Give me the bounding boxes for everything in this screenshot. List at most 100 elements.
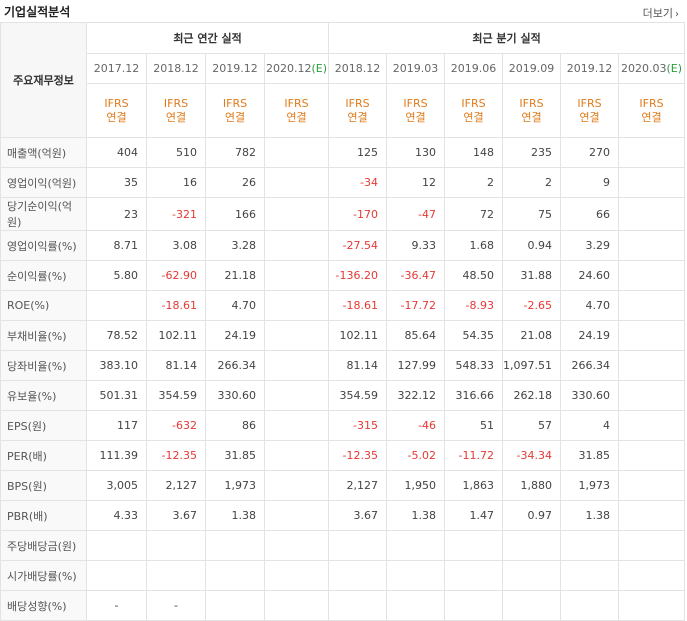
- table-cell: [502, 590, 562, 621]
- table-cell: 2,127: [146, 470, 206, 501]
- table-cell: 78.52: [86, 320, 147, 351]
- basis-label: 연결: [224, 110, 246, 124]
- column-date: 2019.09: [508, 62, 555, 75]
- column-ifrs-header: IFRS 연결: [560, 83, 620, 138]
- table-cell: [618, 197, 686, 231]
- table-cell: 235: [502, 137, 562, 168]
- table-cell: 270: [560, 137, 620, 168]
- table-cell: [205, 590, 265, 621]
- table-cell: [560, 530, 620, 561]
- table-cell: 3.67: [328, 500, 388, 531]
- table-body: 매출액(억원) 404 510 782 125 130 148 235 270 영업이익(억원) 3…: [0, 137, 686, 621]
- table-cell: 86: [205, 410, 265, 441]
- column-date: 2018.12: [334, 62, 381, 75]
- table-cell: -: [146, 590, 206, 621]
- table-cell: 266.34: [560, 350, 620, 381]
- table-cell: 9: [560, 167, 620, 198]
- table-cell: 16: [146, 167, 206, 198]
- table-cell: [618, 320, 686, 351]
- more-label: 더보기: [642, 7, 673, 20]
- column-date: 2018.12: [153, 62, 199, 75]
- table-cell: [618, 500, 686, 531]
- row-label: ROE(%): [0, 290, 87, 321]
- table-cell: 117: [86, 410, 147, 441]
- table-cell: [618, 260, 686, 291]
- column-ifrs-header: IFRS 연결: [618, 83, 686, 138]
- table-cell: [618, 530, 686, 561]
- table-cell: 1,973: [205, 470, 265, 501]
- table-cell: 4.33: [86, 500, 147, 531]
- row-label: BPS(원): [0, 470, 87, 501]
- table-cell: 81.14: [146, 350, 206, 381]
- table-cell: 21.18: [205, 260, 265, 291]
- column-date-header: 2019.12: [205, 53, 265, 84]
- column-ifrs-header: IFRS 연결: [263, 83, 330, 138]
- table-cell: 31.85: [560, 440, 620, 471]
- table-cell: [263, 167, 330, 198]
- table-cell: [618, 167, 686, 198]
- basis-label: 연결: [165, 110, 187, 124]
- table-cell: 31.88: [502, 260, 562, 291]
- table-cell: -2.65: [502, 290, 562, 321]
- row-label: PBR(배): [0, 500, 87, 531]
- row-label: EPS(원): [0, 410, 87, 441]
- table-cell: [386, 530, 446, 561]
- column-date: 2019.06: [450, 62, 497, 75]
- table-cell: [146, 560, 206, 591]
- table-cell: 316.66: [444, 380, 504, 411]
- table-row: 부채비율(%) 78.52 102.11 24.19 102.11 85.64 54.35 2…: [0, 320, 686, 351]
- table-cell: [444, 530, 504, 561]
- table-cell: 48.50: [444, 260, 504, 291]
- row-label: PER(배): [0, 440, 87, 471]
- table-cell: [263, 470, 330, 501]
- table-cell: 81.14: [328, 350, 388, 381]
- table-cell: 1.38: [205, 500, 265, 531]
- ifrs-label: IFRS: [163, 96, 189, 110]
- column-date-header: 2019.09: [502, 53, 562, 84]
- table-cell: [502, 560, 562, 591]
- column-ifrs-header: IFRS 연결: [386, 83, 446, 138]
- table-cell: 330.60: [560, 380, 620, 411]
- table-cell: 102.11: [328, 320, 388, 351]
- table-cell: 24.19: [205, 320, 265, 351]
- ifrs-label: IFRS: [639, 96, 664, 110]
- table-cell: [263, 590, 330, 621]
- table-row: 시가배당률(%): [0, 560, 686, 591]
- table-cell: 127.99: [386, 350, 446, 381]
- table-cell: 148: [444, 137, 504, 168]
- table-cell: 24.19: [560, 320, 620, 351]
- table-cell: [618, 590, 686, 621]
- more-link[interactable]: 더보기 ›: [643, 5, 679, 21]
- ifrs-label: IFRS: [577, 96, 602, 110]
- table-cell: 4.70: [205, 290, 265, 321]
- table-cell: 0.94: [502, 230, 562, 261]
- table-cell: 3.67: [146, 500, 206, 531]
- table-cell: [263, 350, 330, 381]
- table-cell: -36.47: [386, 260, 446, 291]
- table-row: 영업이익률(%) 8.71 3.08 3.28 -27.54 9.33 1.68 0.94 3.…: [0, 230, 686, 261]
- financial-table: 주요재무정보 최근 연간 실적 최근 분기 실적 2017.12 2018.12 2…: [0, 22, 686, 621]
- table-cell: 354.59: [328, 380, 388, 411]
- table-cell: [263, 260, 330, 291]
- row-label: 주당배당금(원): [0, 530, 87, 561]
- annual-group-header: 최근 연간 실적: [85, 22, 330, 54]
- column-date-header: 2019.06: [444, 53, 504, 84]
- table-cell: 51: [444, 410, 504, 441]
- table-cell: 1,880: [502, 470, 562, 501]
- table-cell: -47: [386, 197, 446, 231]
- table-cell: [328, 560, 388, 591]
- table-cell: [263, 290, 330, 321]
- row-label: 배당성향(%): [0, 590, 87, 621]
- table-cell: -8.93: [444, 290, 504, 321]
- table-row: ROE(%) -18.61 4.70 -18.61 -17.72 -8.93 -2.65 4.…: [0, 290, 686, 321]
- table-cell: -136.20: [328, 260, 388, 291]
- table-cell: 8.71: [86, 230, 147, 261]
- table-cell: [444, 590, 504, 621]
- date-header-row: 2017.12 2018.12 2019.12 2020.12(E) 2018.12 20…: [1, 53, 686, 84]
- table-cell: 782: [205, 137, 265, 168]
- column-date-header: 2018.12: [146, 53, 206, 84]
- table-cell: [263, 410, 330, 441]
- table-cell: 2,127: [328, 470, 388, 501]
- table-cell: 1.38: [560, 500, 620, 531]
- table-cell: 2: [444, 167, 504, 198]
